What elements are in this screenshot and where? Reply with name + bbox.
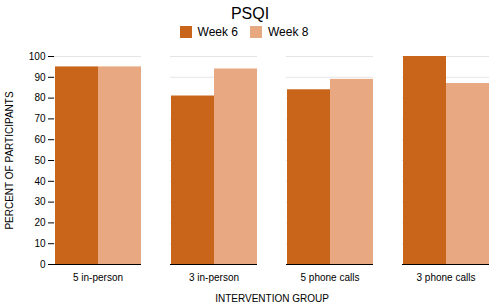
html-text:PSQI: PSQI xyxy=(230,5,270,22)
svg-text:10: 10 xyxy=(34,238,46,249)
svg-text:100: 100 xyxy=(29,51,46,62)
svg-text:INTERVENTION GROUP: INTERVENTION GROUP xyxy=(215,293,329,304)
svg-text:90: 90 xyxy=(34,72,46,83)
svg-text:70: 70 xyxy=(34,113,46,124)
svg-text:30: 30 xyxy=(34,196,46,207)
svg-text:5 phone calls: 5 phone calls xyxy=(301,272,360,283)
html-text:Week 8: Week 8 xyxy=(268,25,309,39)
svg-text:50: 50 xyxy=(34,155,46,166)
svg-text:80: 80 xyxy=(34,92,46,103)
svg-text:PERCENT OF PARTICIPANTS: PERCENT OF PARTICIPANTS xyxy=(4,91,15,229)
svg-text:40: 40 xyxy=(34,176,46,187)
svg-text:3 phone calls: 3 phone calls xyxy=(417,272,476,283)
svg-text:20: 20 xyxy=(34,217,46,228)
svg-text:3 in-person: 3 in-person xyxy=(189,272,239,283)
svg-text:60: 60 xyxy=(34,134,46,145)
html-text:Week 6: Week 6 xyxy=(197,25,238,39)
svg-text:0: 0 xyxy=(40,259,46,270)
svg-text:5 in-person: 5 in-person xyxy=(73,272,123,283)
